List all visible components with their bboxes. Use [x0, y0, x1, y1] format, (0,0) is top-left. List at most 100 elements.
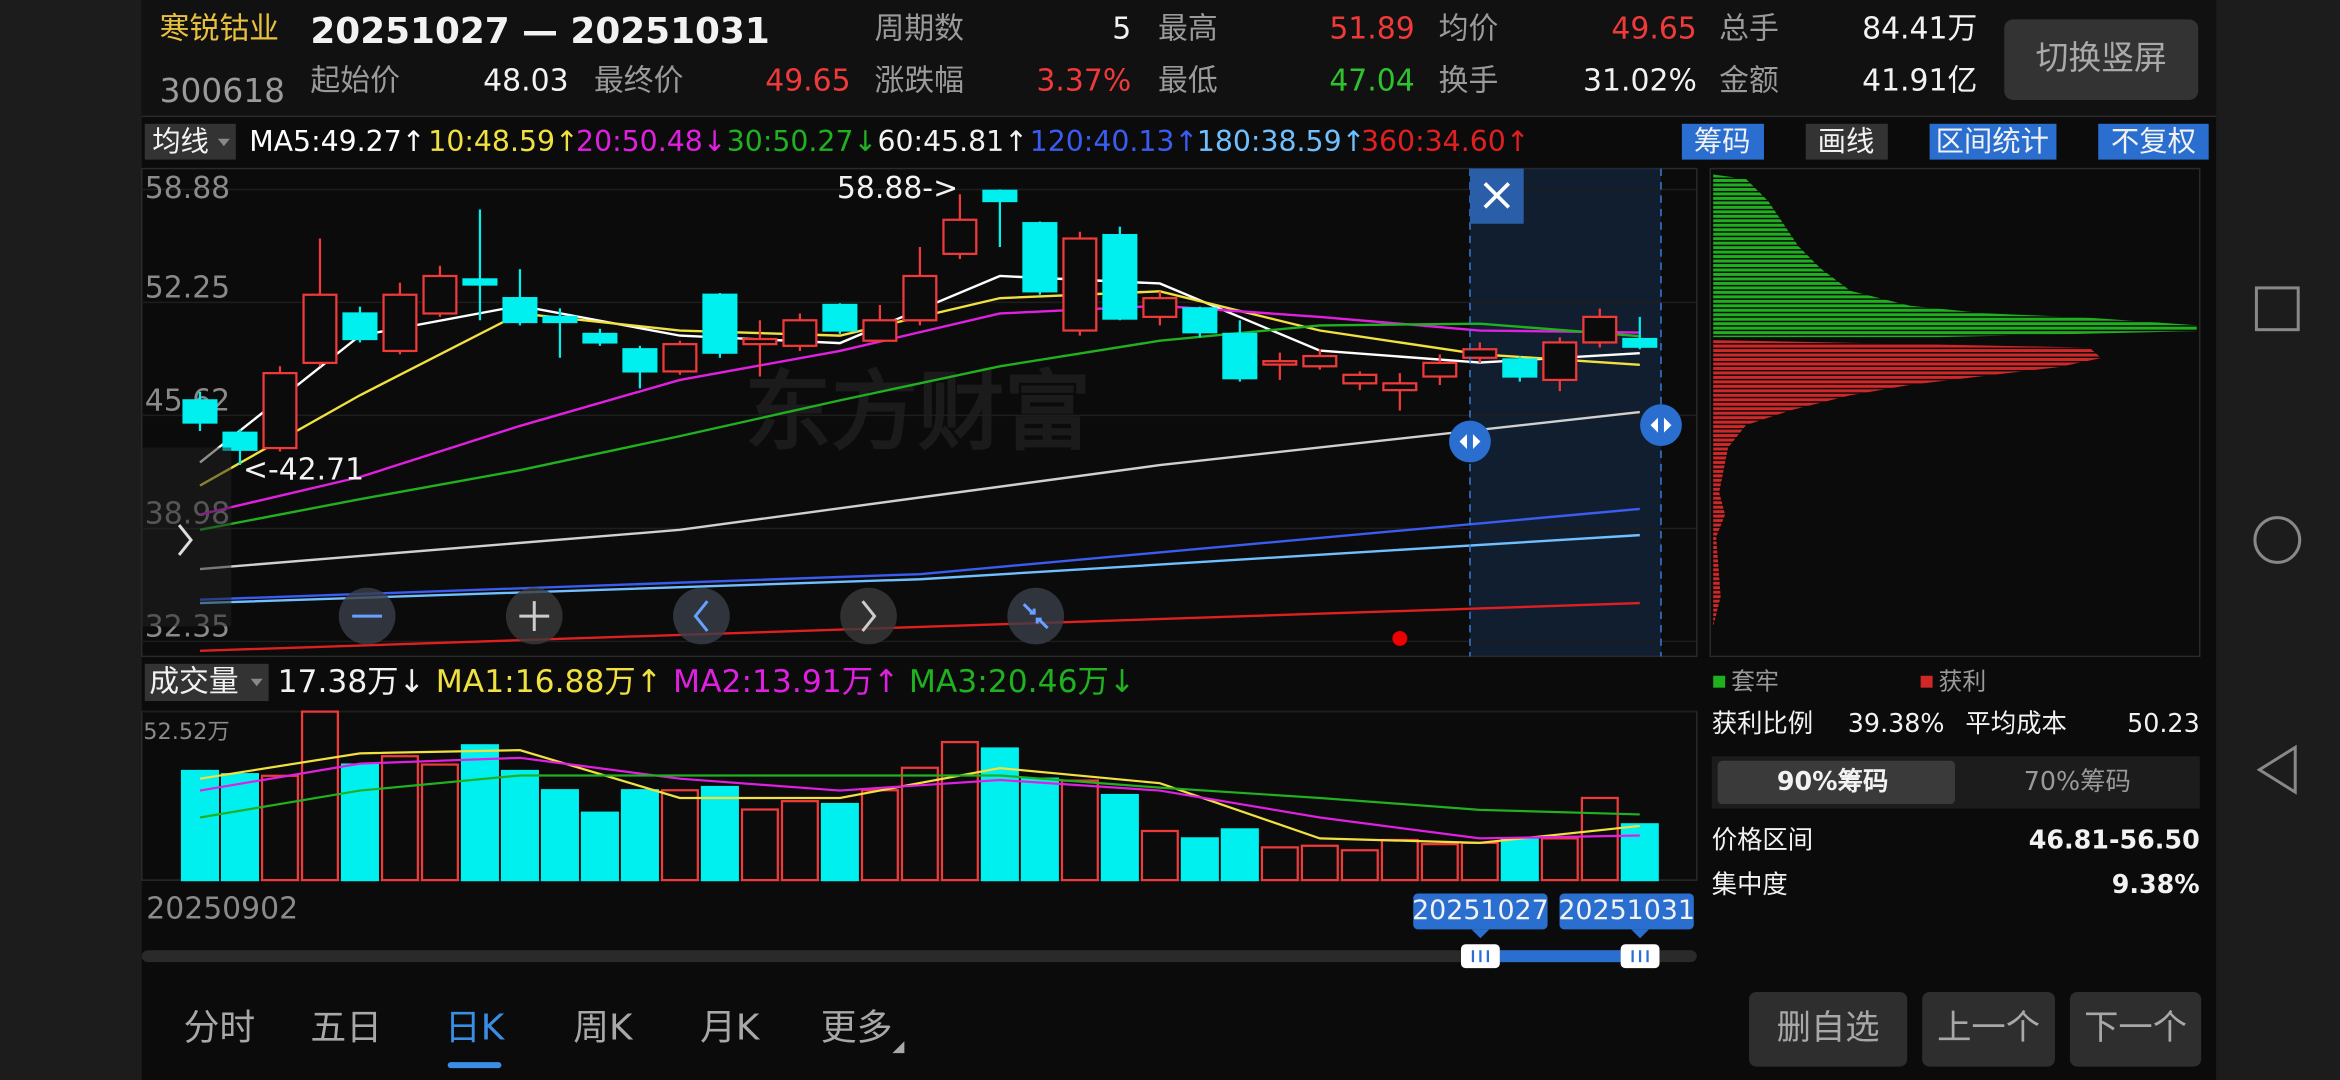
watermark: 东方财富 — [745, 363, 1091, 463]
icon — [1022, 603, 1049, 630]
handle-icon — [1459, 434, 1481, 450]
field-value: 49.65 — [1611, 11, 1696, 46]
x-tick-label: 20250902 — [146, 891, 298, 926]
stat-label: 集中度 — [1712, 869, 1788, 899]
volume-bar — [1020, 777, 1059, 882]
field-label: 起始价 — [310, 64, 400, 99]
candle-body — [1502, 358, 1538, 378]
button-bg[interactable] — [1922, 991, 2055, 1067]
volume-bar — [260, 774, 299, 882]
tab-label: 70%筹码 — [2024, 766, 2131, 796]
candle-body — [1622, 337, 1658, 348]
period-tab[interactable]: 分时 — [184, 1007, 256, 1048]
volume-ma-line — [199, 749, 1640, 845]
candle-body — [302, 293, 338, 365]
period-tab[interactable]: 五日 — [310, 1007, 382, 1048]
date-tag-bg — [1559, 893, 1694, 930]
legend-swatch — [1920, 675, 1933, 688]
stat-label: 平均成本 — [1965, 708, 2066, 738]
field-value: 49.65 — [765, 64, 850, 99]
volume-bar — [500, 769, 539, 882]
stat-label: 获利比例 — [1712, 708, 1813, 738]
candle-body — [622, 348, 658, 373]
volume-bar — [380, 755, 419, 882]
handle — [1640, 404, 1682, 447]
button-label: 均线 — [152, 125, 209, 158]
candle-body — [742, 337, 778, 346]
candle-body — [942, 218, 978, 255]
period-tab[interactable]: 月K — [700, 1007, 761, 1048]
arrow-icon — [177, 524, 193, 556]
candle-body — [1342, 373, 1378, 385]
zoom-in[interactable] — [505, 587, 563, 645]
candle-body — [1542, 341, 1578, 382]
chip-tab[interactable]: 70%筹码 — [2024, 766, 2131, 796]
legend-label: 套牢 — [1731, 668, 1779, 696]
candle-body — [702, 293, 738, 354]
candle-body — [1022, 222, 1058, 293]
button-label[interactable]: 上一个 — [1937, 1008, 2040, 1048]
period-tab[interactable]: 日K — [445, 1007, 506, 1048]
close-selection[interactable] — [1469, 168, 1524, 224]
candle-body — [822, 303, 858, 332]
date-tag-pointer — [1471, 929, 1490, 939]
volume-bar — [220, 773, 259, 882]
volume-button[interactable]: 成交量 — [144, 663, 269, 702]
tool-button[interactable]: 筹码 — [1681, 123, 1764, 160]
nav-back[interactable] — [2256, 744, 2297, 795]
period-tab[interactable]: 周K — [573, 1007, 634, 1048]
field-label: 总手 — [1719, 11, 1779, 46]
chip-profit — [1713, 340, 2102, 627]
button-bg[interactable] — [1749, 991, 1908, 1067]
stat-label: 价格区间 — [1712, 824, 1813, 854]
zoom-out[interactable] — [338, 587, 396, 645]
move-left[interactable] — [673, 587, 730, 645]
slider-handle[interactable] — [1461, 944, 1500, 969]
nav-home[interactable] — [2253, 516, 2302, 564]
chip-tab[interactable]: 90%筹码 — [1717, 760, 1955, 805]
button-label[interactable]: 删自选 — [1777, 1008, 1880, 1048]
volume-ma-line — [199, 774, 1640, 819]
handle — [1449, 420, 1491, 463]
volume-bar — [340, 763, 379, 882]
header-bg — [141, 0, 2217, 117]
tool-button[interactable]: 不复权 — [2098, 123, 2209, 160]
field-label: 周期数 — [875, 11, 965, 46]
volume-bar — [1420, 843, 1459, 882]
selection-handle[interactable] — [1640, 404, 1682, 447]
tool-button[interactable]: 区间统计 — [1929, 123, 2057, 160]
legend-entry: 30:50.27↓ — [727, 125, 877, 158]
button-bg — [2098, 123, 2209, 160]
volume-bar — [1500, 838, 1539, 882]
rotate-button[interactable]: 切换竖屏 — [2004, 19, 2199, 100]
button-bg[interactable] — [2069, 991, 2202, 1067]
legend-entry: MA2:13.91万↑ — [673, 664, 899, 700]
nav-recent[interactable] — [2254, 286, 2300, 332]
button-label: 画线 — [1818, 125, 1875, 158]
handle-grip — [1631, 950, 1649, 963]
stat-value: 9.38% — [2112, 869, 2200, 899]
candle-body — [342, 312, 378, 341]
volume-bar — [1180, 837, 1219, 882]
move-right[interactable] — [840, 587, 897, 645]
legend-entry: 360:34.60↑ — [1361, 125, 1529, 158]
volume-bar — [700, 785, 739, 882]
ma-button[interactable]: 均线 — [144, 123, 236, 160]
button-label: 不复权 — [2111, 125, 2196, 158]
tab-bg — [1717, 760, 1955, 805]
reset-zoom[interactable] — [1007, 587, 1065, 645]
field-value: 48.03 — [483, 64, 568, 99]
dropdown-icon — [250, 678, 263, 687]
button-bg — [1681, 123, 1764, 160]
period-tab[interactable]: 更多 — [821, 1007, 893, 1048]
button-label[interactable]: 下一个 — [2084, 1008, 2187, 1048]
volume-bar — [780, 800, 819, 882]
tool-button[interactable]: 画线 — [1805, 123, 1888, 160]
ma-line — [199, 410, 1640, 571]
slider-handle[interactable] — [1620, 944, 1660, 969]
stat-value: 39.38% — [1848, 708, 1945, 738]
selection-handle[interactable] — [1449, 420, 1491, 463]
pan-left-panel[interactable] — [141, 447, 232, 627]
volume-bar — [1620, 823, 1659, 882]
